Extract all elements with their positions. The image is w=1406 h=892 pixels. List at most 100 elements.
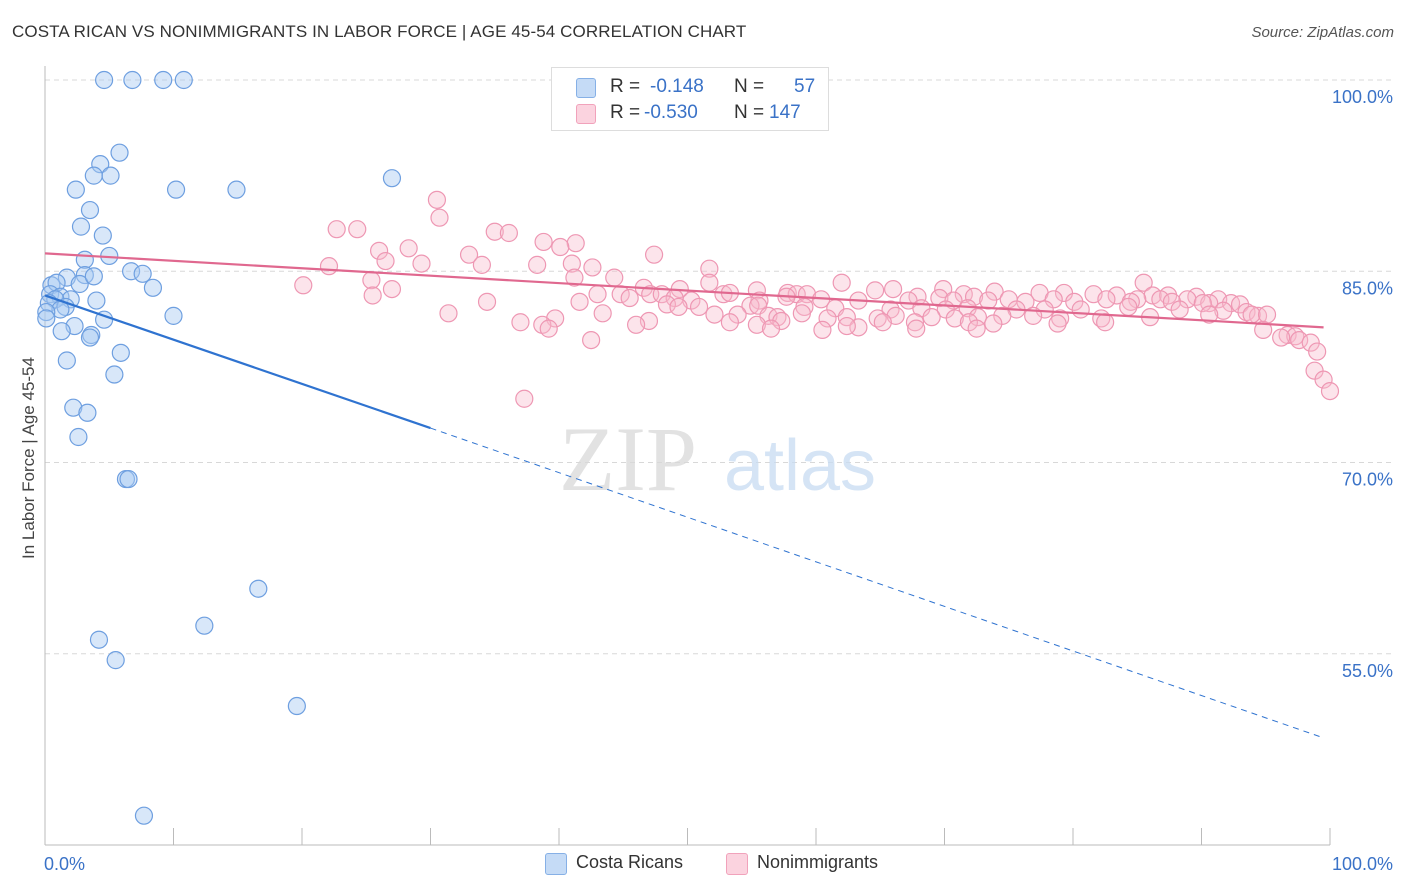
nonimmigrant-point: [459, 245, 479, 264]
nonimmigrant-point: [772, 311, 791, 331]
nonimmigrant-point: [907, 319, 926, 338]
nonimmigrant-point: [657, 295, 677, 314]
costa-rican-point: [87, 291, 106, 310]
legend-swatch-pink: [576, 104, 596, 124]
nonimmigrant-point: [1200, 305, 1219, 324]
nonimmigrant-point: [1119, 297, 1138, 317]
costa-rican-point: [84, 267, 103, 286]
nonimmigrant-point: [1301, 333, 1320, 352]
costa-rican-point: [166, 180, 186, 199]
nonimmigrant-point: [1237, 302, 1256, 322]
nonimmigrant-point: [583, 258, 602, 277]
nonimmigrant-point: [1054, 283, 1074, 303]
nonimmigrant-point: [566, 234, 585, 253]
costa-rican-point: [287, 696, 306, 716]
legend-r-label: R =: [610, 102, 641, 123]
nonimmigrant-point: [922, 308, 941, 327]
watermark-atlas: atlas: [724, 426, 876, 506]
costa-rican-point: [37, 309, 56, 328]
nonimmigrant-point: [582, 331, 601, 350]
y-tick-label: 85.0%: [1342, 278, 1393, 298]
nonimmigrant-point: [849, 318, 868, 337]
nonimmigrant-point: [669, 297, 688, 317]
nonimmigrant-point: [1071, 300, 1090, 319]
x-tick-label: 100.0%: [1332, 854, 1393, 874]
nonimmigrant-point: [588, 285, 607, 304]
costa-rican-trend-line: [44, 294, 431, 430]
nonimmigrant-point: [412, 254, 431, 273]
costa-rican-point: [80, 200, 100, 220]
nonimmigrant-point: [979, 291, 998, 310]
nonimmigrant-point: [620, 288, 639, 308]
legend-r-value: -0.530: [644, 102, 698, 123]
nonimmigrant-point: [1121, 292, 1140, 311]
nonimmigrant-point: [1048, 314, 1067, 333]
nonimmigrant-point: [747, 315, 766, 334]
chart-source: Source: ZipAtlas.com: [1251, 24, 1394, 41]
legend-n-label: N =: [734, 76, 765, 97]
nonimmigrant-point: [1308, 342, 1327, 361]
nonimmigrant-point: [741, 296, 760, 315]
nonimmigrant-point: [511, 313, 530, 332]
legend-n-value: 147: [769, 102, 801, 123]
legend-r-label: R =: [610, 76, 641, 97]
costa-rican-point: [66, 180, 85, 199]
costa-rican-point: [84, 166, 103, 185]
y-tick-label: 70.0%: [1342, 470, 1393, 490]
nonimmigrant-point: [1257, 305, 1277, 324]
chart-title: COSTA RICAN VS NONIMMIGRANTS IN LABOR FO…: [12, 22, 747, 41]
costa-rican-point: [143, 278, 163, 297]
costa-rican-point: [69, 427, 88, 447]
nonimmigrant-point: [1314, 370, 1333, 389]
legend-swatch-blue: [576, 78, 596, 98]
nonimmigrant-point: [934, 280, 953, 299]
nonimmigrant-point: [427, 190, 447, 209]
costa-rican-point: [78, 403, 97, 422]
watermark: ZIP atlas: [559, 408, 876, 510]
nonimmigrant-point: [593, 304, 612, 323]
nonimmigrant-point: [376, 251, 395, 271]
costa-rican-point: [119, 469, 138, 489]
costa-rican-point: [110, 143, 129, 162]
costa-rican-point: [195, 616, 214, 635]
nonimmigrant-point: [818, 309, 837, 328]
nonimmigrant-point: [728, 305, 747, 324]
nonimmigrant-point: [382, 280, 402, 299]
nonimmigrant-point: [1096, 313, 1115, 332]
nonimmigrant-point: [370, 241, 389, 260]
nonimmigrant-point: [499, 223, 518, 243]
x-tick-label: 0.0%: [44, 854, 85, 874]
costa-rican-point: [71, 217, 91, 236]
nonimmigrant-trend-line: [44, 252, 1324, 329]
nonimmigrant-point: [363, 286, 382, 305]
data-points: [37, 70, 1340, 825]
costa-rican-point: [75, 250, 94, 269]
y-tick-label: 55.0%: [1342, 661, 1393, 681]
nonimmigrant-point: [1214, 301, 1233, 320]
nonimmigrant-point: [968, 308, 988, 327]
costa-rican-trend-extension: [430, 427, 1324, 739]
costa-rican-point: [57, 351, 76, 370]
nonimmigrant-point: [348, 220, 367, 239]
nonimmigrant-point: [1193, 294, 1212, 313]
nonimmigrant-point: [700, 259, 719, 278]
costa-rican-point: [105, 365, 124, 384]
costa-rican-point: [64, 398, 83, 417]
nonimmigrant-point: [626, 315, 646, 334]
legend-n-value: 57: [794, 76, 816, 97]
nonimmigrant-point: [485, 222, 504, 241]
nonimmigrant-point: [945, 309, 964, 328]
nonimmigrant-point: [515, 389, 534, 408]
costa-rican-point: [56, 297, 75, 317]
bottom-legend-label: Nonimmigrants: [757, 852, 879, 872]
nonimmigrant-point: [1272, 328, 1291, 347]
correlation-legend: R = -0.148 N = 57 R = -0.530 N = 147: [551, 67, 829, 131]
costa-rican-point: [227, 180, 246, 199]
costa-rican-point: [111, 343, 130, 362]
nonimmigrant-point: [1290, 331, 1309, 350]
nonimmigrant-point: [1097, 290, 1116, 309]
nonimmigrant-point: [1242, 305, 1261, 324]
nonimmigrant-point: [689, 297, 709, 317]
costa-rican-point: [249, 579, 268, 598]
